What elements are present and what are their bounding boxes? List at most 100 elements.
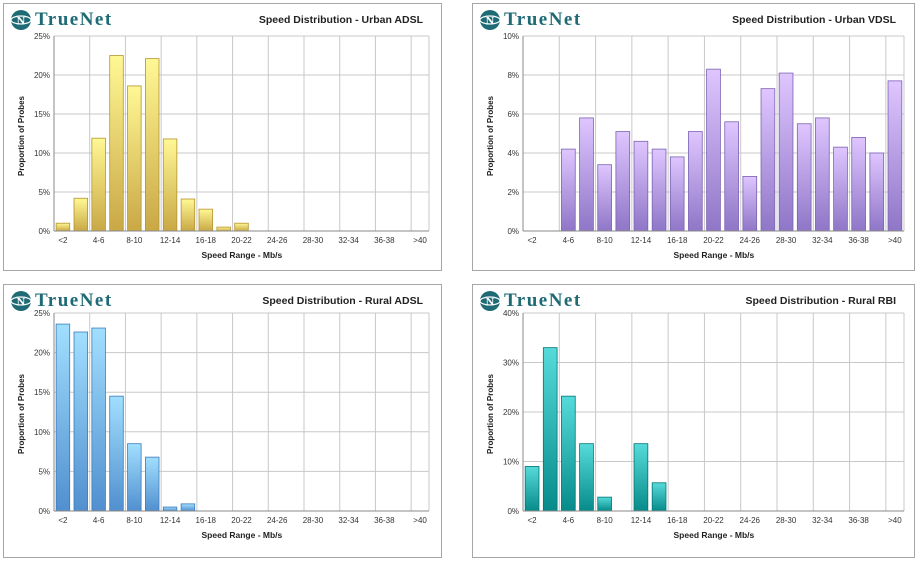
bar-34-36	[833, 146, 848, 232]
logo-letter: N	[486, 14, 495, 28]
x-tick-label: 8-10	[126, 516, 143, 525]
x-tick-label: 28-30	[776, 236, 797, 245]
bar-24-26	[742, 175, 758, 232]
y-tick-label: 25%	[34, 309, 50, 318]
bar-4-6	[561, 148, 576, 232]
x-tick-label: 32-34	[812, 236, 833, 245]
y-tick-label: 10%	[503, 32, 519, 41]
globe-icon: N	[10, 10, 32, 30]
x-tick-label: 24-26	[740, 516, 761, 525]
x-tick-label: 36-38	[848, 516, 869, 525]
chart-panel-urban-vdsl: N TrueNet Speed Distribution - Urban VDSL P…	[472, 3, 915, 271]
bar-16-18	[198, 208, 213, 232]
x-tick-label: 8-10	[597, 516, 614, 525]
x-tick-label: 36-38	[848, 236, 869, 245]
x-tick-label: >40	[413, 236, 427, 245]
y-tick-label: 0%	[507, 507, 519, 516]
x-tick-label: 8-10	[597, 236, 614, 245]
x-tick-label: 12-14	[160, 236, 181, 245]
bar-chart: 0% 5% 10% 15% 20% 25% <2 4-6 8-10 12-14 16-18 20-22…	[34, 309, 430, 525]
bar-14-16	[180, 503, 196, 512]
y-tick-label: 20%	[503, 408, 519, 417]
logo-wordmark: TrueNet	[504, 9, 582, 30]
bar-4-6	[91, 137, 106, 232]
bar-18-20	[216, 226, 231, 232]
logo-wordmark: TrueNet	[35, 290, 113, 311]
x-tick-label: 32-34	[338, 516, 359, 525]
x-tick-label: 32-34	[338, 236, 359, 245]
x-tick-label: <2	[528, 236, 538, 245]
y-tick-label: 10%	[34, 428, 50, 437]
x-tick-label: 4-6	[93, 516, 105, 525]
truenet-logo: N TrueNet	[479, 290, 582, 312]
y-tick-label: 4%	[507, 149, 519, 158]
bar-6-8	[579, 117, 594, 232]
y-tick-label: 0%	[38, 227, 50, 236]
bar-2-4	[73, 331, 88, 512]
bar-4-6	[91, 327, 106, 512]
x-tick-label: 4-6	[563, 516, 575, 525]
bar-14-16	[651, 482, 667, 512]
x-tick-label: 36-38	[374, 516, 395, 525]
x-tick-label: 12-14	[631, 236, 652, 245]
x-tick-label: 24-26	[267, 236, 288, 245]
bar-6-8	[109, 55, 124, 232]
bar-chart: 0% 2% 4% 6% 8% 10% <2 4-6 8-10 12-14 16-18 20-22 24-…	[503, 32, 905, 245]
y-tick-label: 5%	[38, 188, 50, 197]
truenet-logo: N TrueNet	[479, 9, 582, 31]
y-tick-label: 0%	[38, 507, 50, 516]
x-axis-label: Speed Range - Mb/s	[201, 530, 283, 540]
bar-16-18	[669, 156, 685, 232]
y-tick-label: 15%	[34, 388, 50, 397]
x-tick-label: 24-26	[740, 236, 761, 245]
bar-8-10	[127, 85, 142, 232]
chart-title: Speed Distribution - Rural RBI	[745, 295, 896, 307]
bar-10-12	[145, 456, 160, 512]
chart-panel-rural-rbi: N TrueNet Speed Distribution - Rural RBI Pr…	[472, 284, 915, 558]
x-tick-label: 16-18	[667, 516, 688, 525]
y-tick-label: 20%	[34, 71, 50, 80]
x-tick-label: <2	[58, 516, 68, 525]
y-tick-label: 6%	[507, 110, 519, 119]
bar-22-24	[724, 121, 739, 232]
chart-title: Speed Distribution - Urban VDSL	[732, 14, 896, 26]
bar-12-14	[633, 140, 649, 232]
chart-panel-rural-adsl: N TrueNet Speed Distribution - Rural ADSL P…	[3, 284, 442, 558]
y-tick-label: 5%	[38, 467, 50, 476]
bar-chart: 0% 5% 10% 15% 20% 25% <2 4-6 8-10 12-14 16-18 20-22…	[34, 32, 430, 245]
bar-14-16	[651, 148, 667, 232]
bar-20-22	[706, 68, 721, 232]
bar-18-20	[688, 131, 703, 232]
bar->40	[887, 80, 903, 232]
x-tick-label: >40	[888, 236, 902, 245]
x-tick-label: 16-18	[196, 236, 217, 245]
bar-36-38	[851, 136, 866, 232]
x-tick-label: 24-26	[267, 516, 288, 525]
chart-title: Speed Distribution - Urban ADSL	[258, 14, 423, 26]
bar-chart: 0% 10% 20% 30% 40% <2 4-6 8-10 12-14 16-18 20-22 24…	[503, 309, 905, 525]
globe-icon: N	[479, 10, 501, 30]
y-tick-label: 15%	[34, 110, 50, 119]
y-tick-label: 10%	[34, 149, 50, 158]
bar-38-40	[869, 152, 885, 232]
bar-12-14	[633, 443, 649, 512]
bar-12-14	[162, 138, 178, 232]
x-tick-label: 20-22	[703, 516, 724, 525]
bar-12-14	[162, 506, 178, 512]
bar-10-12	[145, 58, 160, 232]
x-tick-label: 28-30	[303, 516, 324, 525]
bar-20-22	[234, 222, 249, 232]
bar-<2	[55, 323, 71, 512]
logo-letter: N	[17, 295, 26, 309]
truenet-logo: N TrueNet	[10, 9, 113, 31]
x-tick-label: >40	[888, 516, 902, 525]
bar-6-8	[109, 395, 124, 512]
x-tick-label: <2	[58, 236, 68, 245]
y-tick-label: 10%	[503, 458, 519, 467]
x-tick-label: 20-22	[703, 236, 724, 245]
truenet-logo: N TrueNet	[10, 290, 113, 312]
x-tick-label: 12-14	[631, 516, 652, 525]
y-tick-label: 20%	[34, 349, 50, 358]
x-tick-label: 8-10	[126, 236, 143, 245]
logo-wordmark: TrueNet	[504, 290, 582, 311]
